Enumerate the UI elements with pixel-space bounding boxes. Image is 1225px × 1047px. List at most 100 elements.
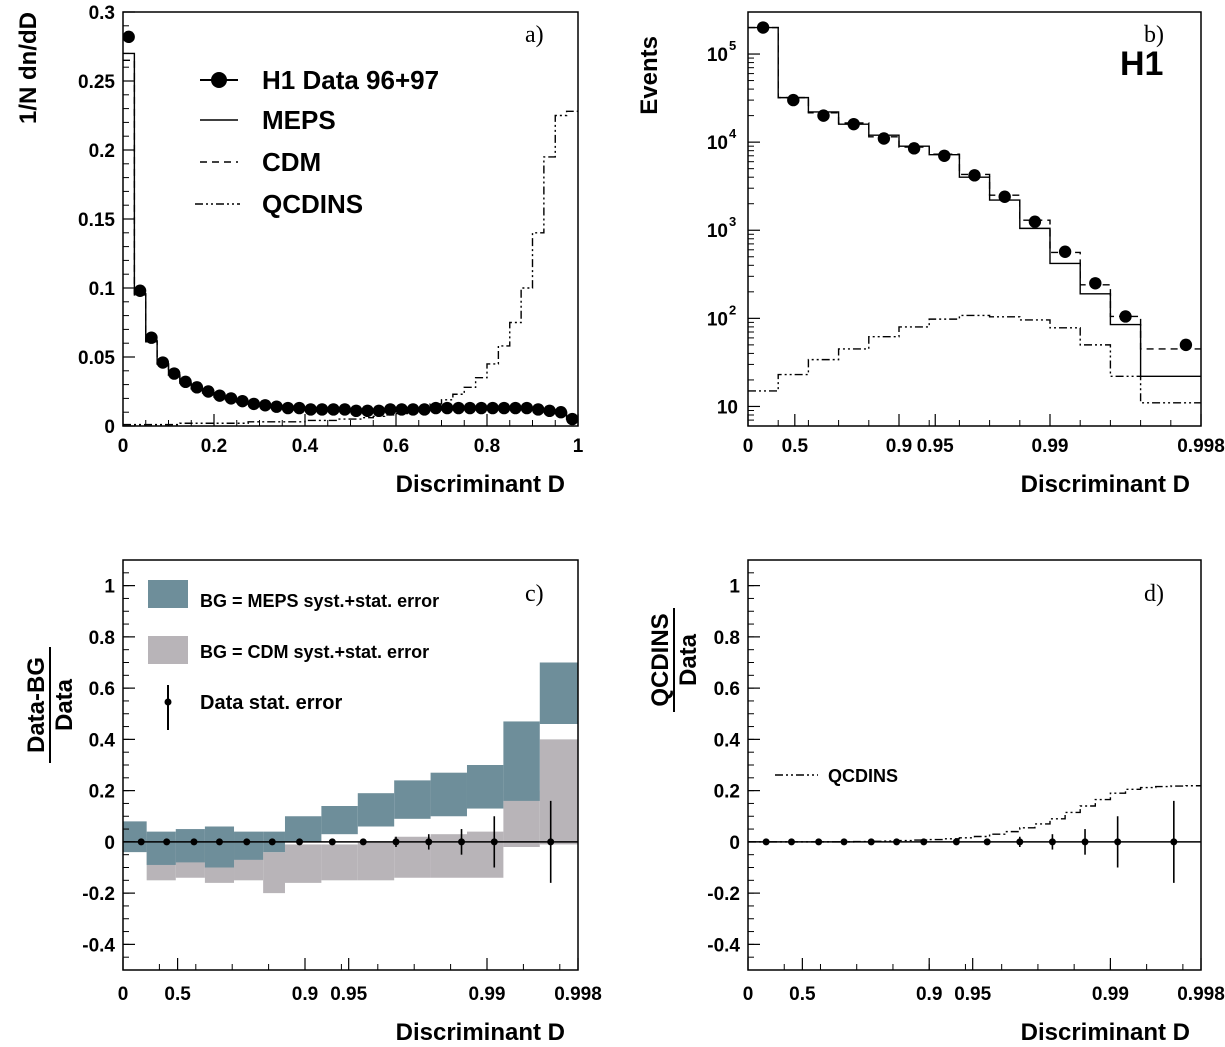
x-tick-label-d: 0.99 <box>1092 984 1129 1005</box>
data-point-d <box>815 838 823 846</box>
meps-band <box>123 821 147 853</box>
y-tick-label-b: 10 <box>707 45 728 66</box>
x-tick-label-d: 0.9 <box>916 984 942 1005</box>
y-tick-label-d: 0.6 <box>714 679 740 700</box>
data-point-a <box>281 401 295 415</box>
data-point-a <box>224 392 238 405</box>
y-tick-label-c: 1 <box>104 577 115 598</box>
x-axis-label-d: Discriminant D <box>1021 1019 1190 1046</box>
y-tick-label-d: 0.8 <box>714 628 740 649</box>
data-point-d <box>787 838 795 846</box>
meps-band <box>503 721 540 801</box>
x-tick-label-c: 0.95 <box>330 984 367 1005</box>
c-points <box>123 800 578 883</box>
data-point-c <box>215 838 223 846</box>
data-point-c <box>190 838 198 846</box>
x-axis-label-c: Discriminant D <box>396 1019 565 1046</box>
a-ticks: 0 0.2 0.4 0.6 0.8 1 0 0.05 0.1 0.15 0.2 0.25 0.3 <box>78 3 584 457</box>
meps-band <box>204 826 235 868</box>
meps-band <box>539 662 578 724</box>
data-point-c <box>458 838 466 846</box>
a-series <box>122 30 579 426</box>
y-tick-exponent-b: 5 <box>729 38 736 53</box>
data-point-c <box>296 838 304 846</box>
data-point-b <box>1089 277 1102 290</box>
data-point-b <box>1179 338 1193 352</box>
legend-label-qcdins-d: QCDINS <box>828 766 898 786</box>
data-point-a <box>338 403 352 416</box>
x-tick-label-b: 0.5 <box>782 436 809 457</box>
data-point-a <box>372 404 386 418</box>
cdm-band <box>466 831 504 878</box>
y-tick-label-c: 0.8 <box>89 628 115 649</box>
h1-logo: H1 <box>1120 45 1163 83</box>
y-axis-label-d-den: Data <box>675 633 702 686</box>
data-point-d <box>920 838 928 846</box>
x-tick-label-c: 0.99 <box>469 984 506 1005</box>
data-point-b <box>787 93 800 107</box>
x-tick-label-b: 0.998 <box>1177 436 1225 457</box>
data-point-a <box>179 375 192 389</box>
data-point-a <box>531 403 545 416</box>
legend-a: H1 Data 96+97 MEPS CDM QCDINS <box>195 65 439 219</box>
data-point-d <box>983 838 991 846</box>
meps-band <box>321 806 358 835</box>
data-point-b <box>968 169 981 182</box>
y-tick-label-a: 0.3 <box>89 3 115 24</box>
c-ticks: 0 0.5 0.9 0.95 0.99 0.998 -0.4 -0.2 0 0.2 0.4 0.6 0.… <box>82 572 602 1005</box>
cdm-band <box>321 844 358 881</box>
panel-label-d: d) <box>1144 581 1164 607</box>
series-line-cdm-a <box>123 59 578 420</box>
y-tick-label-d: -0.2 <box>707 884 740 905</box>
data-point-a <box>247 397 261 411</box>
panel-c: 0 0.5 0.9 0.95 0.99 0.998 -0.4 -0.2 0 0.2 0.4 0.6 0.… <box>23 559 602 1046</box>
x-tick-label-c: 0 <box>118 984 129 1005</box>
x-tick-label-a: 0.4 <box>292 436 319 457</box>
data-point-a <box>452 401 465 415</box>
data-point-c <box>547 838 555 846</box>
y-tick-label-b: 10 <box>707 133 728 154</box>
data-point-a <box>315 403 329 416</box>
y-tick-label-b: 10 <box>707 221 728 242</box>
x-axis-label-a: Discriminant D <box>396 471 565 498</box>
data-point-a <box>440 401 454 415</box>
data-point-a <box>475 401 488 415</box>
meps-band <box>466 765 504 809</box>
y-tick-label-d: 0.2 <box>714 782 740 803</box>
data-point-c <box>163 838 171 846</box>
data-point-c <box>392 838 400 846</box>
data-point-a <box>133 284 147 297</box>
data-point-a <box>202 385 215 398</box>
data-point-a <box>395 403 408 416</box>
x-tick-label-b: 0.95 <box>917 436 954 457</box>
data-point-a <box>486 401 499 415</box>
plot-frame-d <box>747 559 1202 971</box>
data-point-a <box>509 401 522 415</box>
data-point-d <box>1170 838 1178 846</box>
data-point-a <box>418 403 431 416</box>
data-point-b <box>817 109 830 122</box>
y-axis-label-d: QCDINS Data <box>647 608 702 712</box>
data-point-a <box>270 400 283 413</box>
y-axis-label-c-den: Data <box>51 678 78 731</box>
y-tick-label-a: 0.2 <box>89 141 115 162</box>
y-tick-label-a: 0.1 <box>89 279 116 300</box>
plot-frame-b <box>747 11 1202 427</box>
data-point-a <box>554 406 568 419</box>
y-tick-label-c: 0.2 <box>89 782 115 803</box>
data-point-a <box>304 403 317 416</box>
legend-label-meps: MEPS <box>262 105 336 135</box>
y-tick-label-c: -0.4 <box>82 935 115 956</box>
series-line-cdm-b <box>748 26 1201 350</box>
meps-band <box>234 831 264 860</box>
y-tick-label-d: 0.4 <box>714 730 741 751</box>
data-point-b <box>877 132 891 145</box>
data-point-a <box>213 389 226 402</box>
data-point-d <box>840 838 848 846</box>
x-tick-label-b: 0 <box>743 436 754 457</box>
data-point-d <box>1081 838 1089 846</box>
data-point-c <box>137 838 145 846</box>
x-tick-label-c: 0.5 <box>164 984 191 1005</box>
